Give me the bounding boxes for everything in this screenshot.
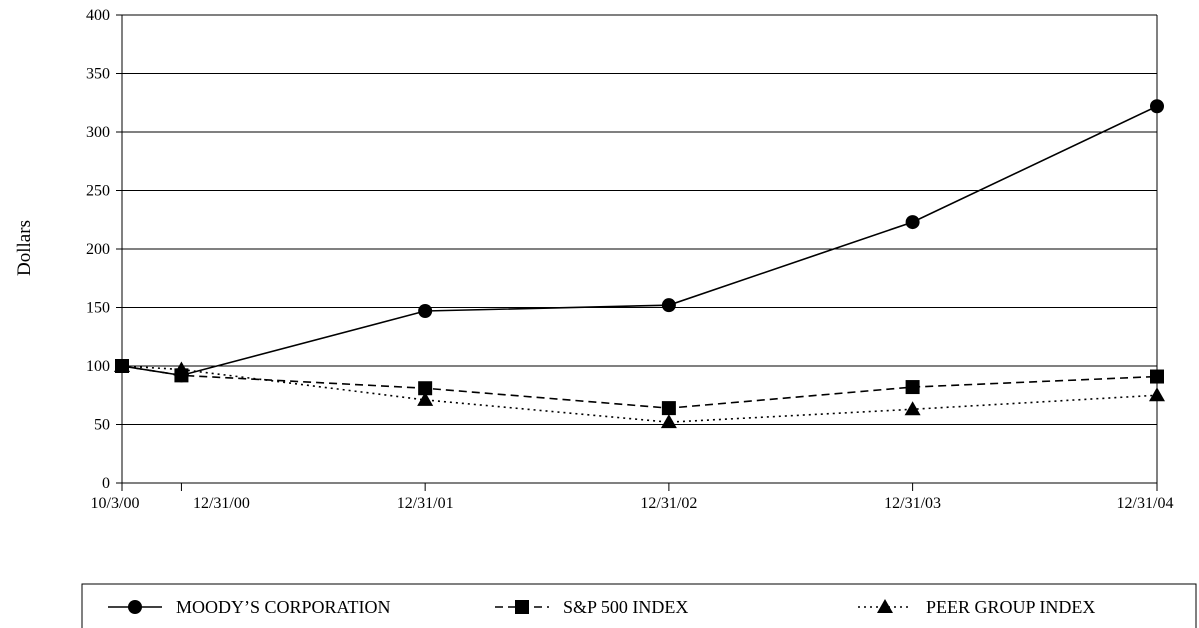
y-tick-label-100: 100	[86, 358, 110, 375]
data-point-0-2	[418, 304, 433, 319]
legend-entry-1: S&P 500 INDEX	[495, 597, 688, 617]
legend-marker-0	[128, 600, 142, 614]
y-tick-label-300: 300	[86, 124, 110, 141]
series-line-1	[121, 365, 1158, 409]
series	[114, 99, 1165, 429]
x-tick-label-5: 12/31/04	[1117, 495, 1174, 512]
data-point-1-4	[905, 380, 920, 395]
data-point-2-2	[417, 391, 434, 406]
series-1	[115, 359, 1164, 416]
data-point-0-3	[661, 298, 676, 313]
series-line-2	[121, 365, 1158, 423]
x-tick-label-3: 12/31/02	[640, 495, 697, 512]
y-tick-label-50: 50	[94, 417, 110, 434]
series-0	[115, 99, 1164, 383]
legend-marker-2	[877, 599, 893, 613]
data-point-2-1	[173, 361, 190, 376]
y-axis-label: Dollars	[14, 220, 35, 276]
data-point-0-5	[1150, 99, 1164, 114]
data-point-2-5	[1149, 387, 1165, 402]
y-tick-label-0: 0	[102, 475, 110, 492]
legend-label-0: MOODY’S CORPORATION	[176, 597, 391, 617]
y-tick-label-150: 150	[86, 300, 110, 317]
x-tick-label-4: 12/31/03	[884, 495, 941, 512]
gridlines	[122, 14, 1157, 425]
legend-marker-1	[515, 600, 529, 614]
legend-label-2: PEER GROUP INDEX	[926, 597, 1095, 617]
x-tick-label-1: 12/31/00	[193, 495, 250, 512]
legend-box	[81, 583, 1197, 628]
axes	[116, 14, 1158, 491]
data-point-2-0	[114, 358, 130, 372]
x-tick-label-0: 10/3/00	[91, 495, 140, 512]
x-tick-label-2: 12/31/01	[397, 495, 454, 512]
series-line-0	[121, 105, 1158, 377]
legend-entry-2: PEER GROUP INDEX	[858, 597, 1095, 617]
data-point-0-4	[905, 215, 920, 230]
data-point-1-2	[418, 381, 433, 396]
y-tick-label-250: 250	[86, 183, 110, 200]
y-tick-label-400: 400	[86, 7, 110, 24]
data-point-2-4	[904, 401, 921, 416]
data-point-2-3	[660, 414, 677, 429]
data-point-1-3	[661, 401, 676, 416]
legend-label-1: S&P 500 INDEX	[563, 597, 688, 617]
x-tick-labels: 10/3/00 12/31/00 12/31/01 12/31/02 12/31/03 1…	[91, 495, 1174, 512]
y-tick-labels: 0 50 100 150 200 250 300 350 400	[86, 7, 110, 492]
series-2	[114, 358, 1165, 429]
y-tick-label-350: 350	[86, 66, 110, 83]
legend-entry-0: MOODY’S CORPORATION	[108, 597, 391, 617]
data-point-1-5	[1150, 369, 1164, 384]
y-tick-label-200: 200	[86, 241, 110, 258]
legend: MOODY’S CORPORATION S&P 500 INDEX PEER GRO…	[81, 583, 1197, 628]
